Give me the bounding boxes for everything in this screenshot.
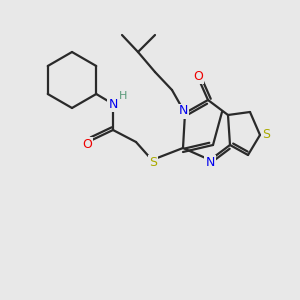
Text: O: O — [82, 137, 92, 151]
Text: N: N — [178, 104, 188, 118]
Text: S: S — [262, 128, 270, 140]
Text: O: O — [193, 70, 203, 83]
Text: S: S — [149, 155, 157, 169]
Text: N: N — [205, 155, 215, 169]
Text: H: H — [119, 91, 127, 101]
Text: N: N — [108, 98, 118, 110]
